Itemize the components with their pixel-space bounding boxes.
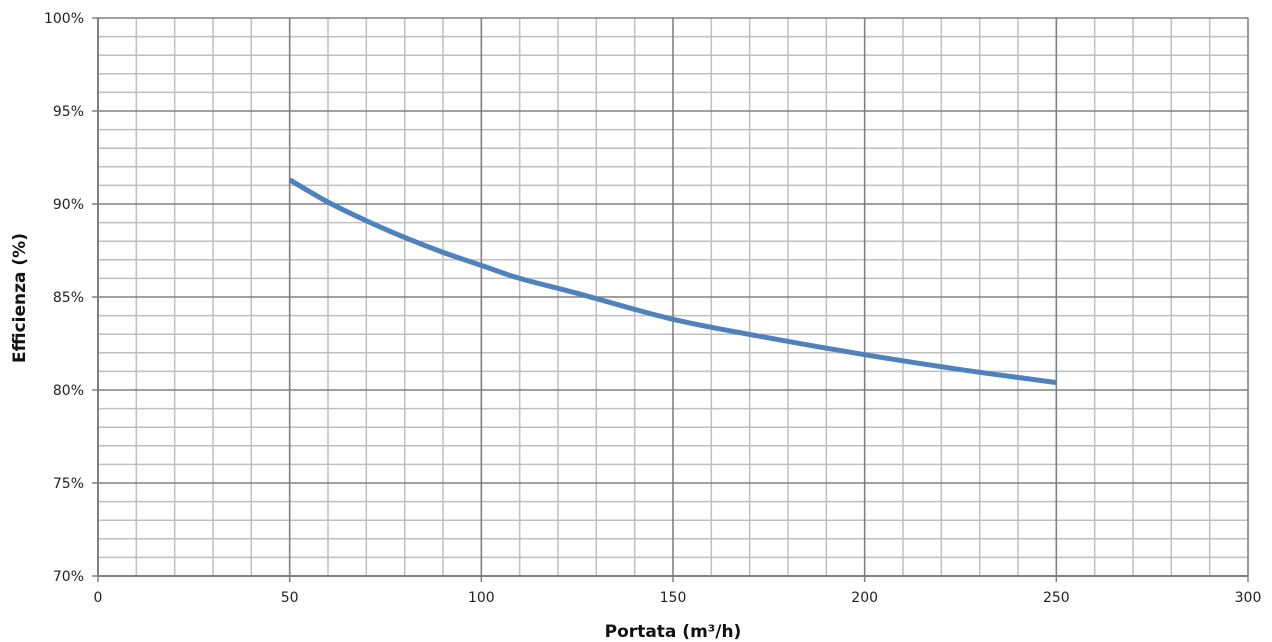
x-tick-label: 300	[1235, 590, 1262, 606]
y-tick-label: 75%	[53, 476, 84, 492]
y-axis-title: Efficienza (%)	[10, 233, 30, 363]
efficiency-series-line	[288, 177, 1057, 386]
x-tick-label: 200	[851, 590, 878, 606]
y-tick-label: 100%	[44, 11, 84, 27]
series-layer	[288, 177, 1057, 386]
x-tick-labels: 0 50 100 150 200 250 300	[94, 590, 1262, 606]
x-tick-label: 50	[281, 590, 299, 606]
x-tick-label: 250	[1043, 590, 1070, 606]
y-tick-label: 90%	[53, 197, 84, 213]
y-tick-label: 95%	[53, 104, 84, 120]
x-tick-label: 0	[94, 590, 103, 606]
y-tick-label: 70%	[53, 569, 84, 585]
x-tick-label: 100	[468, 590, 495, 606]
y-tick-label: 80%	[53, 383, 84, 399]
axes	[92, 17, 1249, 582]
y-tick-label: 85%	[53, 290, 84, 306]
x-tick-label: 150	[660, 590, 687, 606]
x-axis-title: Portata (m³/h)	[605, 622, 742, 642]
major-grid	[97, 17, 1249, 577]
y-tick-labels: 70% 75% 80% 85% 90% 95% 100%	[44, 11, 84, 585]
